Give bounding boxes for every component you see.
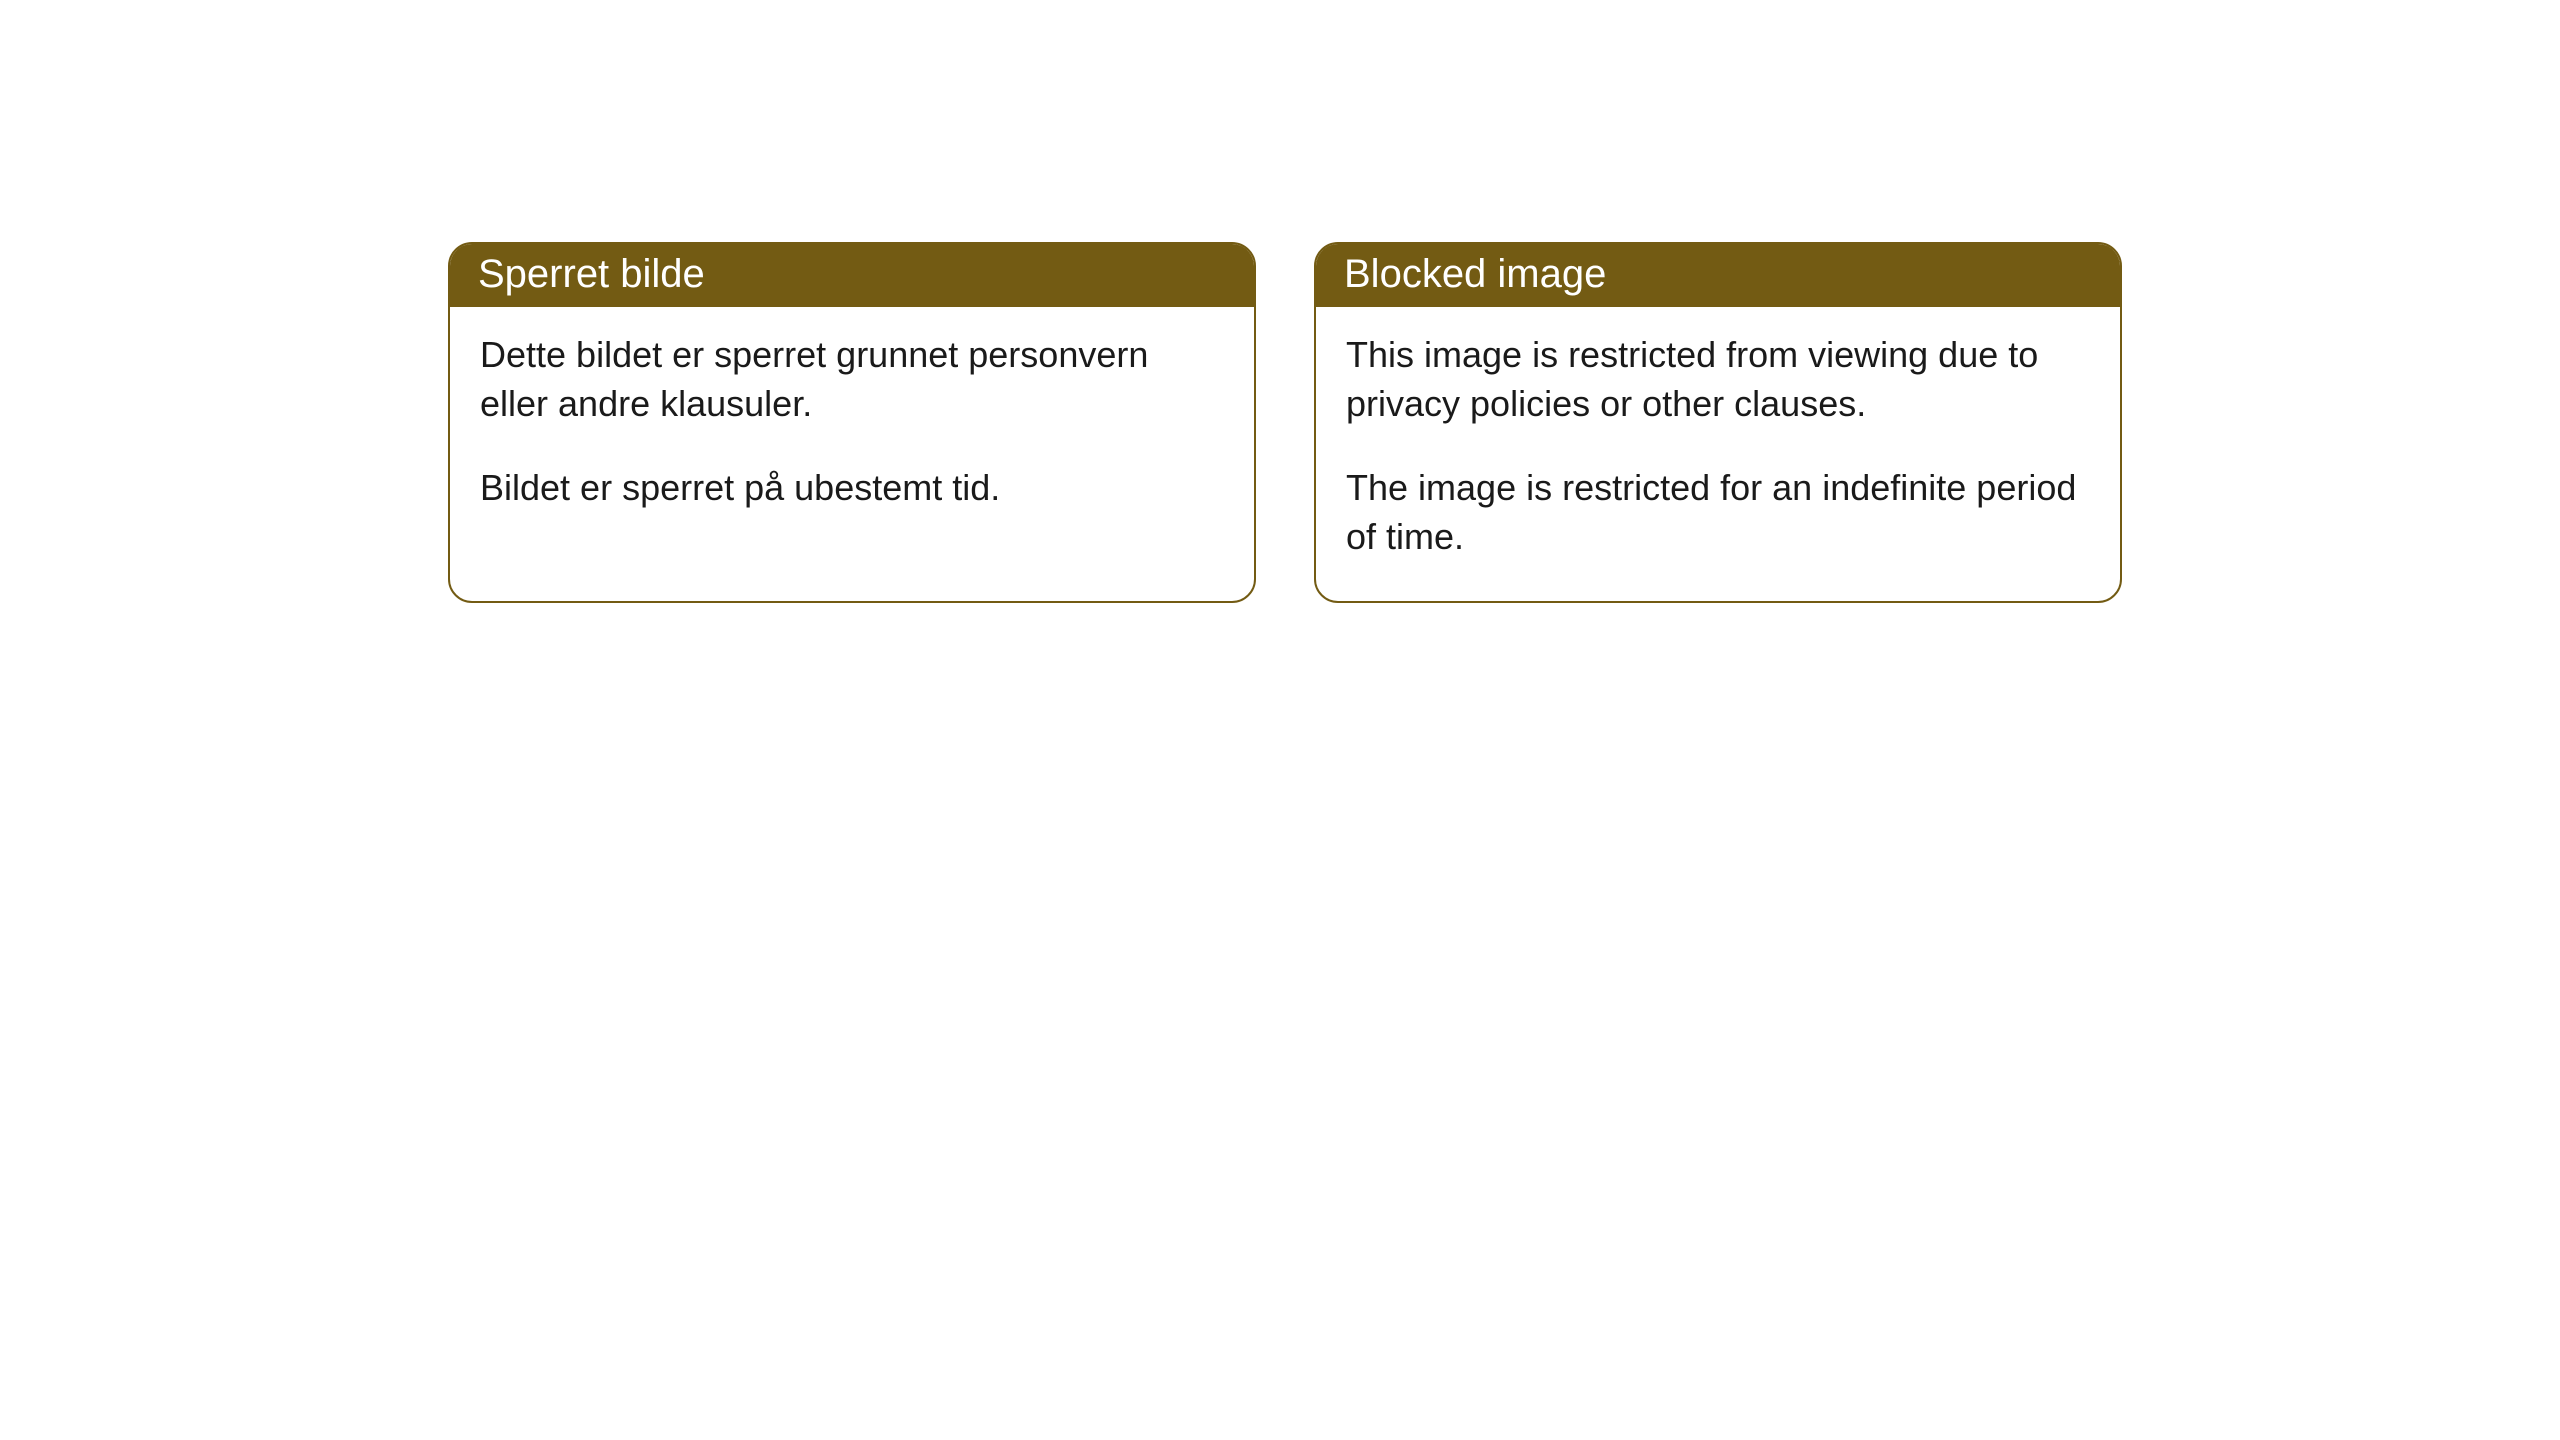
card-header: Blocked image — [1316, 244, 2120, 307]
card-english: Blocked image This image is restricted f… — [1314, 242, 2122, 603]
card-body: Dette bildet er sperret grunnet personve… — [450, 307, 1254, 553]
card-paragraph: This image is restricted from viewing du… — [1346, 331, 2090, 428]
card-body: This image is restricted from viewing du… — [1316, 307, 2120, 601]
card-title: Sperret bilde — [478, 252, 705, 296]
card-paragraph: The image is restricted for an indefinit… — [1346, 464, 2090, 561]
card-paragraph: Bildet er sperret på ubestemt tid. — [480, 464, 1224, 513]
card-norwegian: Sperret bilde Dette bildet er sperret gr… — [448, 242, 1256, 603]
card-title: Blocked image — [1344, 252, 1606, 296]
card-header: Sperret bilde — [450, 244, 1254, 307]
card-paragraph: Dette bildet er sperret grunnet personve… — [480, 331, 1224, 428]
cards-container: Sperret bilde Dette bildet er sperret gr… — [448, 242, 2560, 603]
